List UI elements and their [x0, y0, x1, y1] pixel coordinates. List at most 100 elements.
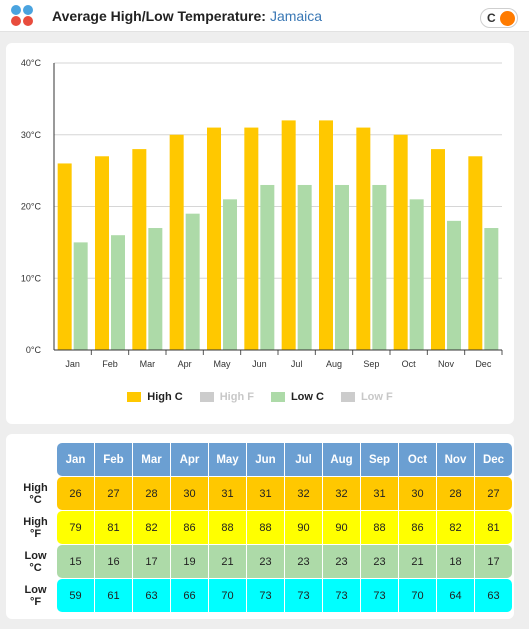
table-cell: 66 — [171, 579, 208, 612]
bar-low-c — [223, 199, 237, 350]
bar-high-c — [431, 149, 445, 350]
x-tick-label: Nov — [438, 359, 455, 369]
logo-icon — [9, 5, 39, 27]
x-tick-label: Jul — [291, 359, 303, 369]
table-cell: 61 — [95, 579, 132, 612]
month-header: Feb — [95, 443, 132, 476]
x-tick-label: Oct — [402, 359, 417, 369]
table-cell: 26 — [57, 477, 94, 510]
row-label-unit: °F — [29, 595, 42, 608]
table-cell: 30 — [171, 477, 208, 510]
chart-legend: High C High F Low C Low F — [6, 389, 514, 405]
table-cell: 88 — [209, 511, 246, 544]
toggle-knob-icon — [500, 11, 515, 26]
table-cell: 21 — [209, 545, 246, 578]
table-card: Jan Feb Mar Apr May Jun Jul Aug Sep Oct Nov Dec Hig… — [6, 434, 514, 619]
row-label-top: High — [23, 481, 48, 494]
bar-high-c — [281, 120, 296, 351]
table-cell: 79 — [57, 511, 94, 544]
y-tick-label: 30°C — [21, 130, 42, 140]
bar-low-c — [111, 235, 125, 350]
bar-low-c — [372, 184, 387, 350]
table-cell: 81 — [95, 511, 132, 544]
unit-toggle[interactable]: C — [480, 8, 518, 28]
bar-high-c — [57, 163, 72, 350]
table-cell: 90 — [323, 511, 360, 544]
table-cell: 63 — [475, 579, 512, 612]
legend-item-high-c[interactable]: High C — [127, 389, 183, 405]
x-tick-label: Sep — [363, 359, 379, 369]
table-cell: 88 — [247, 511, 284, 544]
table-cell: 73 — [285, 579, 322, 612]
month-header: Apr — [171, 443, 208, 476]
table-cell: 64 — [437, 579, 474, 612]
month-header: May — [209, 443, 246, 476]
bar-low-c — [447, 220, 461, 350]
table-cell: 23 — [361, 545, 398, 578]
bar-low-c — [335, 184, 349, 350]
table-cell: 23 — [247, 545, 284, 578]
y-tick-label: 10°C — [21, 273, 42, 283]
legend-label: High C — [147, 391, 183, 403]
bar-low-c — [73, 242, 88, 350]
y-tick-label: 0°C — [26, 345, 42, 355]
table-cell: 86 — [399, 511, 436, 544]
row-label-top: Low — [24, 583, 47, 596]
table-cell: 70 — [399, 579, 436, 612]
month-header: Jan — [57, 443, 94, 476]
table-cell: 86 — [171, 511, 208, 544]
bar-high-c — [244, 127, 259, 350]
location-link[interactable]: Jamaica — [269, 8, 323, 24]
unit-toggle-label: C — [487, 11, 496, 25]
bar-low-c — [297, 184, 312, 350]
legend-item-low-c[interactable]: Low C — [270, 389, 324, 405]
legend-swatch — [340, 392, 355, 402]
legend-item-high-f[interactable]: High F — [199, 389, 254, 405]
x-tick-label: Jun — [252, 359, 267, 369]
page-title: Average High/Low Temperature: Jamaica — [52, 8, 322, 24]
title-text: Average High/Low Temperature: — [52, 8, 266, 24]
bar-high-c — [132, 149, 147, 350]
temperature-chart: 0°C 10°C 20°C 30°C 40°C Jan Feb Mar Apr May Jun Jul… — [21, 58, 503, 369]
table-cell: 82 — [133, 511, 170, 544]
table-row: Low °C 15 16 17 19 21 23 23 23 23 21 18 17 — [15, 545, 512, 578]
bar-low-c — [148, 228, 163, 350]
table-cell: 17 — [133, 545, 170, 578]
legend-swatch — [199, 392, 214, 402]
row-label-top: Low — [24, 549, 47, 562]
chart-card: 0°C 10°C 20°C 30°C 40°C Jan Feb Mar Apr May Jun Jul… — [6, 43, 514, 424]
x-tick-label: Feb — [102, 359, 118, 369]
table-row: High °F 79 81 82 86 88 88 90 90 88 86 82 81 — [15, 511, 512, 544]
table-cell: 73 — [361, 579, 398, 612]
legend-label: Low C — [290, 391, 324, 403]
table-cell: 27 — [95, 477, 132, 510]
table-cell: 21 — [399, 545, 436, 578]
table-cell: 19 — [171, 545, 208, 578]
table-cell: 31 — [247, 477, 284, 510]
table-cell: 32 — [323, 477, 360, 510]
bar-low-c — [260, 184, 275, 350]
legend-item-low-f[interactable]: Low F — [340, 389, 393, 405]
table-cell: 73 — [323, 579, 360, 612]
month-header: Aug — [323, 443, 360, 476]
month-header-row: Jan Feb Mar Apr May Jun Jul Aug Sep Oct Nov Dec — [15, 443, 512, 476]
row-label: High °F — [15, 511, 56, 544]
x-tick-label: Dec — [475, 359, 492, 369]
table-cell: 81 — [475, 511, 512, 544]
row-label: Low °F — [15, 579, 56, 612]
table-cell: 63 — [133, 579, 170, 612]
row-label-unit: °C — [29, 561, 42, 574]
row-label-unit: °F — [29, 527, 42, 540]
month-header: Oct — [399, 443, 436, 476]
table-cell: 82 — [437, 511, 474, 544]
legend-swatch — [127, 392, 142, 402]
bar-high-c — [95, 156, 109, 350]
bar-high-c — [393, 134, 408, 350]
y-tick-label: 40°C — [21, 58, 42, 68]
month-header: Sep — [361, 443, 398, 476]
table-cell: 23 — [285, 545, 322, 578]
row-label-top: High — [23, 515, 48, 528]
table-cell: 59 — [57, 579, 94, 612]
x-tick-label: Jan — [65, 359, 80, 369]
row-label: Low °C — [15, 545, 56, 578]
